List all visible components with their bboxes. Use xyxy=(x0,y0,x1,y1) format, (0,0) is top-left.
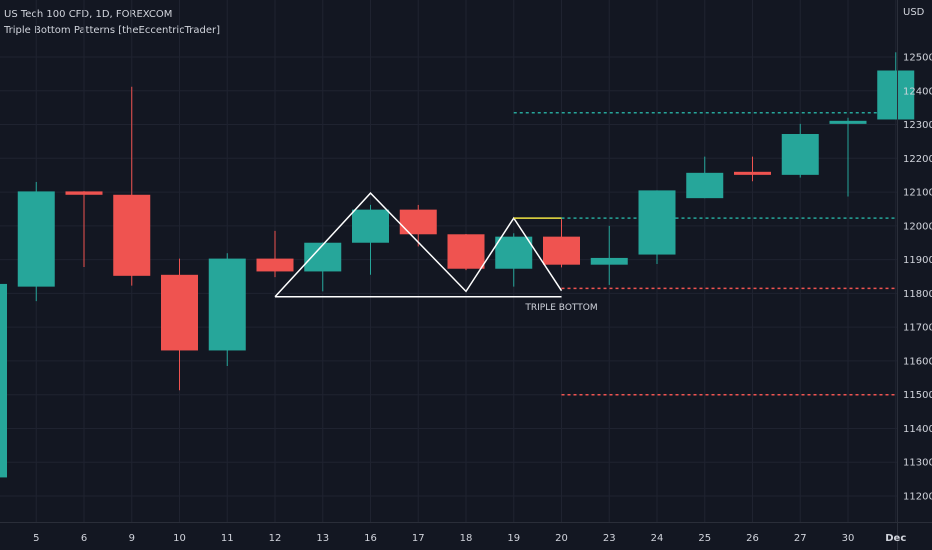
candle-body xyxy=(734,171,771,175)
y-axis: 11200.0 11300.0 11400.0 11500.0 11600.0 11700… xyxy=(897,0,932,550)
pattern-label: TRIPLE BOTTOM xyxy=(524,303,597,313)
x-tick-label: 17 xyxy=(412,533,425,544)
y-tick-label: 11200.0 xyxy=(903,492,932,503)
candle-body xyxy=(781,133,819,175)
y-tick-label: 12500.0 xyxy=(903,53,932,64)
candle-body xyxy=(161,274,198,351)
x-axis: 5 6 9 10 11 12 13 16 17 18 19 20 23 24 25 26 27 30 Dec xyxy=(0,522,932,544)
x-tick-label: 6 xyxy=(81,533,87,544)
symbol-title[interactable]: US Tech 100 CFD, 1D, FOREXCOM xyxy=(4,9,173,20)
candle-body xyxy=(399,209,437,235)
candle-body xyxy=(590,257,628,265)
candles-layer xyxy=(0,52,915,478)
x-tick-label: 19 xyxy=(507,533,520,544)
y-tick-label: 11400.0 xyxy=(903,424,932,435)
x-tick-label: 20 xyxy=(555,533,568,544)
x-tick-label: 5 xyxy=(33,533,39,544)
x-tick-label: 23 xyxy=(603,533,616,544)
y-tick-label: 11300.0 xyxy=(903,458,932,469)
y-tick-label: 12300.0 xyxy=(903,120,932,131)
x-tick-label: 30 xyxy=(842,533,855,544)
x-tick-label: 25 xyxy=(698,533,711,544)
x-tick-label: 18 xyxy=(460,533,473,544)
candle-body xyxy=(65,191,103,195)
x-tick-label: 27 xyxy=(794,533,807,544)
x-tick-label: 26 xyxy=(746,533,759,544)
candle-body xyxy=(877,70,915,120)
y-tick-label: 12000.0 xyxy=(903,221,932,232)
x-tick-label: 24 xyxy=(651,533,664,544)
chart-legend: US Tech 100 CFD, 1D, FOREXCOM Triple Bot… xyxy=(4,7,220,39)
y-tick-label: 11600.0 xyxy=(903,356,932,367)
y-tick-label: 11800.0 xyxy=(903,289,932,300)
y-tick-label: 12200.0 xyxy=(903,154,932,165)
candle-body xyxy=(0,283,7,478)
currency-label: USD xyxy=(903,7,925,18)
candle-body xyxy=(686,172,724,199)
candle-body xyxy=(208,258,246,351)
candle-body xyxy=(638,190,676,255)
candle-body xyxy=(829,120,867,124)
indicator-title[interactable]: Triple Bottom Patterns [theEccentricTrad… xyxy=(4,25,221,36)
y-tick-label: 11700.0 xyxy=(903,323,932,334)
pattern-zigzag xyxy=(274,191,563,298)
candle-body xyxy=(256,258,294,272)
x-tick-label: Dec xyxy=(885,533,906,544)
x-tick-label: 9 xyxy=(129,533,135,544)
candle-body xyxy=(352,209,389,243)
candle-body xyxy=(17,191,55,287)
x-tick-label: 10 xyxy=(173,533,186,544)
candle-body xyxy=(495,236,533,269)
candle-body xyxy=(447,234,485,269)
candle-body xyxy=(113,194,151,276)
y-tick-label: 12400.0 xyxy=(903,86,932,97)
levels-layer xyxy=(513,111,897,396)
candle-body xyxy=(543,236,580,265)
y-tick-label: 11900.0 xyxy=(903,255,932,266)
x-tick-label: 12 xyxy=(269,533,282,544)
x-tick-label: 13 xyxy=(316,533,329,544)
y-tick-label: 11500.0 xyxy=(903,390,932,401)
y-tick-label: 12100.0 xyxy=(903,188,932,199)
x-tick-label: 11 xyxy=(221,533,234,544)
x-tick-label: 16 xyxy=(364,533,377,544)
pattern-layer: TRIPLE BOTTOM xyxy=(274,191,598,313)
candle-body xyxy=(304,242,342,272)
